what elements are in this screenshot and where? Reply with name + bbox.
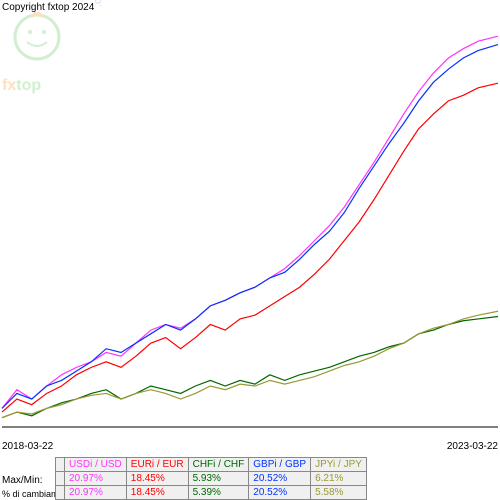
x-axis-start: 2018-03-22	[2, 441, 53, 452]
cell-maxmin: 18.45%	[126, 472, 188, 486]
col-header: CHFi / CHF	[188, 458, 249, 472]
table-row: 20.97%18.45%5.39%20.52%5.58%	[56, 486, 367, 500]
col-header: JPYi / JPY	[311, 458, 367, 472]
series-JPYi/JPY	[2, 311, 498, 417]
cell-change: 5.58%	[311, 486, 367, 500]
logo-domain: .com	[92, 0, 104, 7]
col-header: GBPi / GBP	[249, 458, 311, 472]
cell-maxmin: 6.21%	[311, 472, 367, 486]
series-EURi/EUR	[2, 83, 498, 412]
cell-change: 5.39%	[188, 486, 249, 500]
table-row: 20.97%18.45%5.93%20.52%6.21%	[56, 472, 367, 486]
col-header: USDi / USD	[65, 458, 127, 472]
cell-change: 18.45%	[126, 486, 188, 500]
col-header: EURi / EUR	[126, 458, 188, 472]
cell-maxmin: 5.93%	[188, 472, 249, 486]
cell-maxmin: 20.97%	[65, 472, 127, 486]
series-USDi/USD	[2, 36, 498, 408]
line-chart	[0, 12, 500, 442]
row-label-maxmin: Max/Min:	[2, 475, 43, 486]
summary-table: USDi / USDEURi / EURCHFi / CHFGBPi / GBP…	[55, 457, 367, 500]
cell-maxmin: 20.52%	[249, 472, 311, 486]
cell-change: 20.52%	[249, 486, 311, 500]
x-axis-end: 2023-03-22	[447, 441, 498, 452]
cell-change: 20.97%	[65, 486, 127, 500]
series-GBPi/GBP	[2, 45, 498, 409]
table-header-row: USDi / USDEURi / EURCHFi / CHFGBPi / GBP…	[56, 458, 367, 472]
